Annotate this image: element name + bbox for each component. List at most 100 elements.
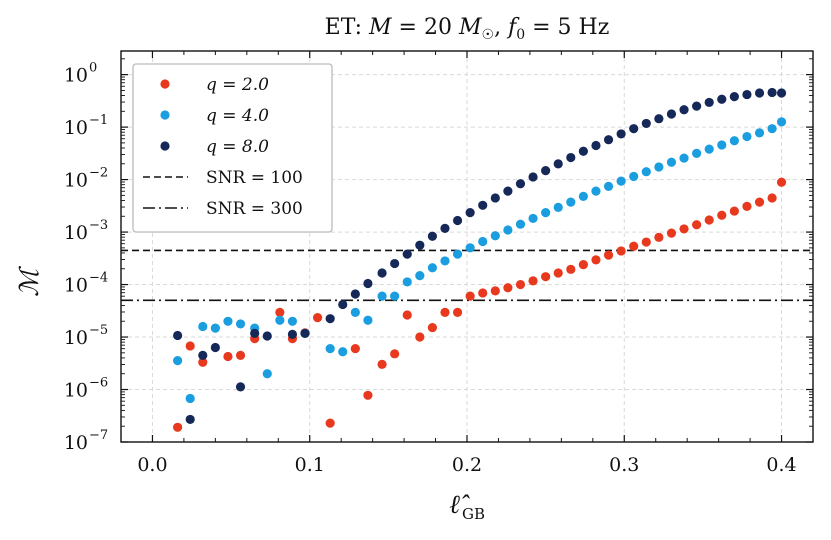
- data-point: [717, 140, 727, 150]
- data-point: [185, 341, 195, 351]
- data-point: [275, 315, 285, 325]
- data-point: [528, 276, 538, 286]
- data-point: [629, 124, 639, 134]
- y-tick-exponent: −5: [89, 323, 108, 338]
- data-point: [223, 316, 233, 326]
- data-point: [692, 101, 702, 111]
- data-point: [591, 255, 601, 265]
- data-point: [198, 321, 208, 332]
- y-tick-exponent: −7: [89, 428, 108, 443]
- data-point: [478, 236, 488, 247]
- y-tick-exponent: −3: [89, 218, 108, 233]
- y-tick-exponent: −1: [89, 113, 108, 128]
- data-point: [478, 288, 488, 298]
- data-point: [262, 369, 272, 379]
- y-tick-exponent: −4: [89, 271, 108, 286]
- data-point: [767, 124, 777, 134]
- data-point: [427, 231, 437, 241]
- data-point: [603, 250, 614, 260]
- data-point: [363, 315, 373, 325]
- data-point: [173, 422, 183, 432]
- data-point: [415, 240, 425, 250]
- data-point: [223, 351, 233, 362]
- data-point: [767, 87, 777, 98]
- data-point: [641, 167, 651, 177]
- data-point: [553, 268, 563, 278]
- data-point: [729, 136, 739, 146]
- data-point: [415, 332, 425, 342]
- data-point: [692, 220, 702, 230]
- data-point: [503, 225, 513, 235]
- data-point: [465, 243, 475, 253]
- legend-label: q = 4.0: [206, 106, 269, 126]
- data-point: [654, 114, 664, 124]
- data-point: [666, 228, 677, 238]
- data-point: [287, 316, 298, 326]
- y-tick-label: 10: [64, 432, 88, 454]
- data-points: [173, 87, 787, 432]
- data-point: [503, 186, 513, 196]
- chart-title: ET: M = 20 M☉, f0 = 5 Hz: [325, 15, 610, 43]
- data-point: [729, 206, 739, 216]
- data-point: [704, 215, 714, 225]
- data-point: [541, 166, 551, 176]
- data-point: [325, 418, 335, 428]
- x-tick-label: 0.3: [609, 454, 639, 476]
- data-point: [515, 219, 526, 229]
- data-point: [704, 97, 714, 108]
- data-point: [377, 268, 387, 278]
- data-point: [338, 347, 348, 357]
- data-point: [776, 88, 787, 98]
- x-tick-label: 0.2: [452, 454, 482, 476]
- data-point: [666, 109, 677, 119]
- data-point: [553, 202, 563, 212]
- data-point: [452, 307, 463, 317]
- data-point: [478, 200, 488, 210]
- legend: q = 2.0 q = 4.0 q = 8.0 SNR = 100 SNR = 300: [132, 63, 333, 233]
- data-point: [363, 390, 373, 400]
- data-point: [742, 89, 752, 100]
- data-point: [402, 310, 412, 320]
- data-point: [717, 210, 727, 220]
- data-point: [553, 159, 563, 169]
- y-tick-label: 10: [64, 380, 88, 402]
- data-point: [325, 343, 335, 354]
- x-tick-label: 0.1: [295, 454, 325, 476]
- data-point: [185, 393, 195, 404]
- data-point: [490, 193, 500, 203]
- y-tick-exponent: −2: [89, 166, 108, 181]
- data-point: [350, 289, 360, 299]
- x-tick-label: 0.4: [766, 454, 796, 476]
- data-point: [440, 256, 450, 266]
- legend-label: SNR = 100: [206, 168, 303, 188]
- data-point: [742, 131, 752, 142]
- data-point: [641, 118, 651, 129]
- data-point: [566, 152, 576, 163]
- data-point: [173, 330, 183, 341]
- data-point: [312, 313, 323, 323]
- y-tick-exponent: −6: [89, 376, 108, 391]
- data-point: [402, 277, 412, 287]
- data-point: [390, 291, 400, 301]
- data-point: [198, 350, 208, 361]
- data-point: [415, 271, 425, 281]
- data-point: [287, 329, 298, 340]
- legend-label: q = 2.0: [206, 75, 269, 95]
- data-point: [350, 343, 360, 354]
- data-point: [776, 117, 787, 127]
- data-point: [363, 278, 373, 289]
- data-point: [528, 213, 538, 224]
- data-point: [692, 148, 702, 158]
- axes-frame: [120, 50, 814, 443]
- data-point: [210, 342, 220, 353]
- legend-box: [132, 63, 333, 233]
- data-point: [452, 249, 463, 259]
- data-point: [402, 249, 412, 259]
- legend-marker: [160, 141, 170, 151]
- data-point: [654, 232, 664, 242]
- data-point: [679, 153, 689, 163]
- data-point: [566, 264, 576, 274]
- y-axis-label: ℳ: [15, 266, 45, 297]
